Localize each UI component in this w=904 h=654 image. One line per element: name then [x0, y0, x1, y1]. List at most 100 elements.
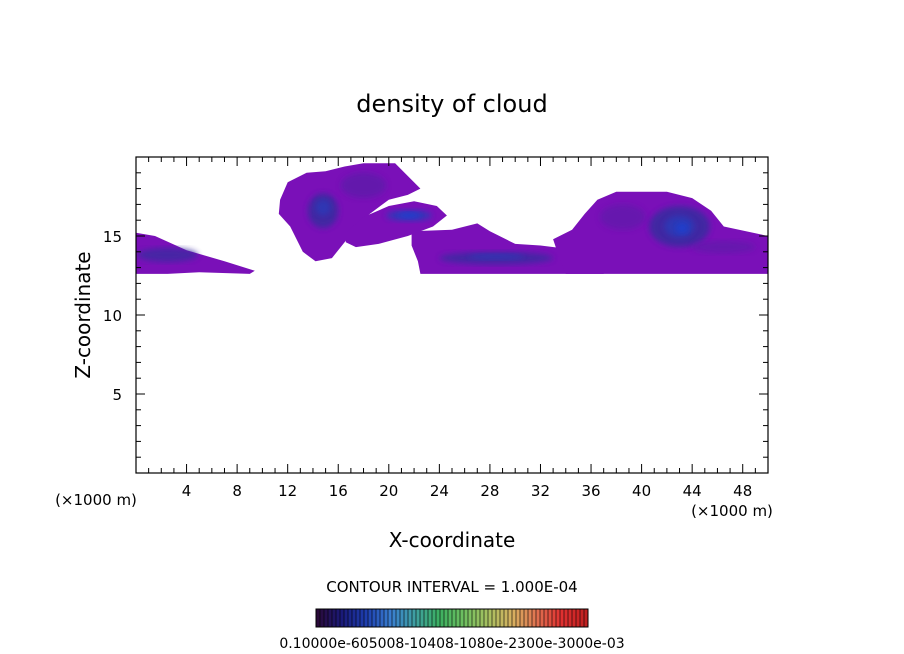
colorbar-cell	[496, 609, 501, 627]
colorbar-cell	[328, 609, 333, 627]
colorbar-cell	[540, 609, 545, 627]
colorbar-cell	[548, 609, 553, 627]
colorbar-cell	[356, 609, 361, 627]
x-tick-label: 4	[182, 482, 192, 500]
colorbar-cell	[416, 609, 421, 627]
x-tick-label: 24	[430, 482, 449, 500]
x-tick-label: 44	[683, 482, 702, 500]
colorbar-cell	[584, 609, 589, 627]
cloud-lobe-peak	[397, 212, 421, 219]
colorbar-cell	[500, 609, 505, 627]
colorbar-cell	[556, 609, 561, 627]
colorbar-cell	[504, 609, 509, 627]
y-tick-label: 10	[103, 307, 122, 325]
colorbar-cell	[352, 609, 357, 627]
x-unit-right: (×1000 m)	[691, 502, 773, 520]
colorbar-cell	[452, 609, 457, 627]
colorbar-cell	[472, 609, 477, 627]
plot-area	[136, 163, 768, 274]
colorbar-cell	[380, 609, 385, 627]
y-tick-label: 15	[103, 228, 122, 246]
colorbar-cell	[428, 609, 433, 627]
x-tick-label: 28	[480, 482, 499, 500]
contour-interval-text: CONTOUR INTERVAL = 1.000E-04	[326, 578, 577, 596]
colorbar-cell	[528, 609, 533, 627]
colorbar-cell	[360, 609, 365, 627]
colorbar-cell	[444, 609, 449, 627]
colorbar-cell	[536, 609, 541, 627]
colorbar-cell	[348, 609, 353, 627]
colorbar-cell	[552, 609, 557, 627]
x-tick-label: 20	[379, 482, 398, 500]
chart-title: density of cloud	[356, 90, 547, 118]
colorbar-cell	[372, 609, 377, 627]
cloud-right-tail	[692, 240, 756, 254]
colorbar-frame	[315, 608, 589, 628]
colorbar-cell	[564, 609, 569, 627]
colorbar-cell	[532, 609, 537, 627]
colorbar-cell	[576, 609, 581, 627]
y-tick-label: 5	[112, 386, 122, 404]
colorbar-cell	[480, 609, 485, 627]
colorbar-cell	[364, 609, 369, 627]
colorbar-cell	[404, 609, 409, 627]
colorbar-cell	[388, 609, 393, 627]
colorbar-cell	[460, 609, 465, 627]
x-tick-label: 8	[232, 482, 242, 500]
cloud-tower-peak	[315, 199, 331, 216]
x-tick-label: 40	[632, 482, 651, 500]
cloud-right-upper	[599, 204, 646, 230]
colorbar-cell	[568, 609, 573, 627]
colorbar-cell	[320, 609, 325, 627]
colorbar-cell	[412, 609, 417, 627]
colorbar-cell	[484, 609, 489, 627]
x-tick-label: 16	[329, 482, 348, 500]
colorbar-cell	[396, 609, 401, 627]
y-axis-label: Z-coordinate	[71, 251, 95, 378]
cloud-tower-top	[340, 172, 387, 199]
colorbar-cell	[448, 609, 453, 627]
x-tick-label: 32	[531, 482, 550, 500]
colorbar-cell	[580, 609, 585, 627]
colorbar	[315, 608, 589, 628]
colorbar-cell	[432, 609, 437, 627]
colorbar-cell	[424, 609, 429, 627]
colorbar-cell	[440, 609, 445, 627]
colorbar-cell	[464, 609, 469, 627]
colorbar-cell	[408, 609, 413, 627]
colorbar-cell	[456, 609, 461, 627]
colorbar-cell	[400, 609, 405, 627]
colorbar-cell	[344, 609, 349, 627]
colorbar-cell	[336, 609, 341, 627]
colorbar-cell	[508, 609, 513, 627]
colorbar-cell	[420, 609, 425, 627]
colorbar-cell	[436, 609, 441, 627]
colorbar-cell	[492, 609, 497, 627]
cloud-right-max	[675, 222, 689, 234]
colorbar-labels: 0.10000e-605008-10408-1080e-2300e-3000e-…	[279, 636, 624, 652]
colorbar-cell	[512, 609, 517, 627]
colorbar-cell	[524, 609, 529, 627]
x-unit-left: (×1000 m)	[55, 491, 137, 509]
colorbar-cell	[516, 609, 521, 627]
colorbar-cell	[520, 609, 525, 627]
colorbar-cell	[476, 609, 481, 627]
colorbar-cell	[368, 609, 373, 627]
x-tick-label: 12	[278, 482, 297, 500]
colorbar-cell	[332, 609, 337, 627]
colorbar-cell	[384, 609, 389, 627]
colorbar-cell	[488, 609, 493, 627]
x-axis-label: X-coordinate	[389, 528, 516, 552]
colorbar-cell	[376, 609, 381, 627]
colorbar-cell	[316, 609, 321, 627]
x-tick-label: 36	[581, 482, 600, 500]
cloud-mid-peak	[468, 253, 525, 260]
x-tick-label: 48	[733, 482, 752, 500]
colorbar-cell	[340, 609, 345, 627]
colorbar-cell	[560, 609, 565, 627]
colorbar-cell	[468, 609, 473, 627]
cloud-left-core	[137, 247, 198, 263]
colorbar-cell	[544, 609, 549, 627]
